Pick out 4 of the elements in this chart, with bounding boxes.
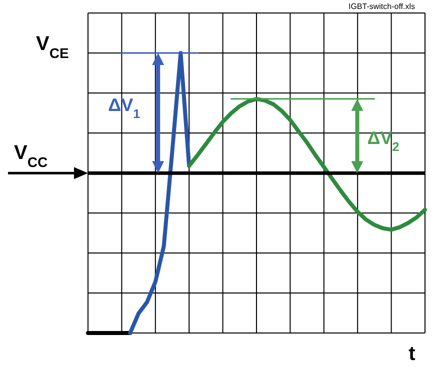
text: IGBT-switch-off.xls (348, 2, 415, 11)
x-axis-title: t (408, 343, 416, 365)
ref-line-label: V$_{CC}$ (14, 142, 48, 170)
y-axis-title: V$_{CE}$ (36, 33, 69, 61)
